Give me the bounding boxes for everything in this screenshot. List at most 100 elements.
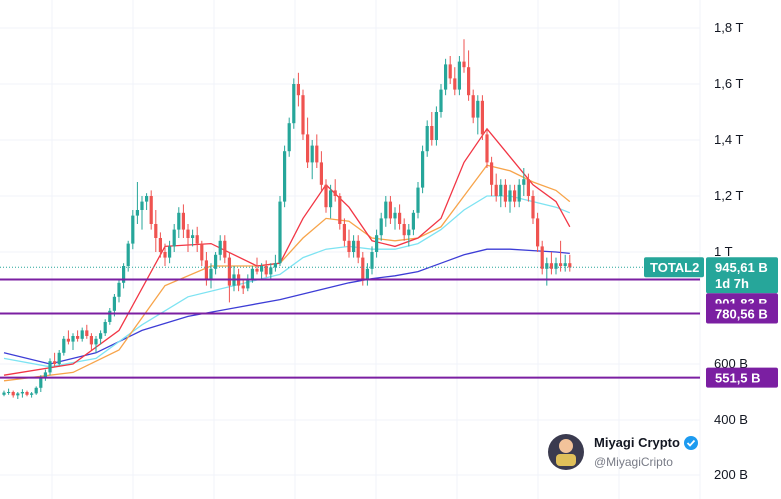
- candle-body: [241, 285, 245, 289]
- candle-10: [48, 358, 52, 376]
- candle-85: [393, 207, 397, 230]
- candle-121: [559, 240, 563, 272]
- symbol-tag-bg: [644, 257, 704, 278]
- ma-line-orange: [3, 164, 571, 382]
- candle-body: [559, 263, 563, 266]
- candle-body: [356, 240, 360, 258]
- countdown-text: 1d 7h: [715, 276, 749, 291]
- candle-body: [25, 392, 29, 395]
- candle-body: [393, 212, 397, 219]
- candle-body: [154, 224, 158, 238]
- verified-badge-icon: [684, 436, 698, 450]
- candle-body: [168, 246, 172, 258]
- candle-74: [342, 218, 346, 247]
- candle-113: [522, 168, 526, 196]
- candle-body: [269, 267, 273, 275]
- candle-body: [448, 64, 452, 79]
- candle-body: [191, 235, 195, 238]
- candle-body: [85, 330, 89, 336]
- candle-92: [425, 120, 429, 157]
- candle-body: [333, 190, 337, 196]
- candle-body: [503, 184, 507, 202]
- candle-body: [103, 322, 107, 334]
- candle-body: [384, 201, 388, 219]
- candle-7: [34, 386, 38, 395]
- candle-body: [20, 392, 24, 394]
- candle-body: [186, 229, 190, 238]
- candle-body: [517, 184, 521, 202]
- candle-123: [568, 254, 572, 272]
- candle-body: [453, 78, 457, 90]
- candle-109: [503, 179, 507, 208]
- candle-31: [145, 193, 149, 210]
- candle-body: [540, 246, 544, 269]
- current-price-label: 945,61 B1d 7h: [706, 257, 778, 294]
- candle-32: [149, 190, 153, 230]
- candle-105: [485, 128, 489, 168]
- candle-12: [57, 350, 61, 366]
- candle-body: [398, 212, 402, 224]
- candle-63: [292, 78, 296, 129]
- candle-116: [536, 212, 540, 252]
- level-label-bg: [706, 367, 778, 388]
- level-label-bg: [706, 303, 778, 324]
- candle-97: [448, 56, 452, 84]
- candle-body: [531, 196, 535, 219]
- candle-body: [457, 61, 461, 90]
- candle-103: [476, 95, 480, 135]
- candle-body: [568, 263, 572, 268]
- candle-46: [214, 252, 218, 275]
- candle-17: [80, 327, 84, 342]
- candle-76: [352, 235, 356, 258]
- candle-30: [140, 196, 144, 230]
- watermark-name: Miyagi Crypto: [594, 435, 680, 450]
- candle-body: [135, 210, 139, 216]
- candle-106: [490, 156, 494, 196]
- candle-91: [421, 145, 425, 194]
- candle-38: [177, 207, 181, 238]
- candle-body: [227, 257, 231, 286]
- candle-body: [11, 392, 15, 396]
- candle-4: [20, 389, 24, 398]
- candle-19: [89, 333, 93, 350]
- symbol-tag: TOTAL2: [644, 257, 704, 278]
- candle-66: [306, 117, 310, 168]
- candle-body: [112, 296, 116, 311]
- candle-body: [71, 336, 75, 342]
- candle-body: [444, 64, 448, 90]
- candle-body: [16, 393, 20, 396]
- candle-33: [154, 210, 158, 252]
- candle-34: [158, 232, 162, 258]
- candle-25: [117, 280, 121, 303]
- candle-107: [494, 173, 498, 202]
- candle-71: [329, 184, 333, 219]
- candle-body: [407, 229, 411, 236]
- candle-body: [416, 187, 420, 213]
- candle-22: [103, 319, 107, 336]
- candle-body: [379, 218, 383, 236]
- candle-body: [131, 215, 135, 244]
- candle-41: [191, 229, 195, 247]
- candle-body: [499, 184, 503, 196]
- candle-body: [163, 252, 167, 258]
- candle-112: [517, 179, 521, 208]
- candle-body: [140, 201, 144, 210]
- candle-body: [278, 201, 282, 264]
- candle-62: [287, 117, 291, 157]
- tick-label-0: 1,8 T: [714, 20, 743, 35]
- candle-body: [319, 162, 323, 185]
- candle-114: [526, 173, 530, 202]
- candle-28: [131, 210, 135, 250]
- candle-body: [471, 95, 475, 118]
- candle-52: [241, 280, 245, 294]
- watermark: Miyagi Crypto @MiyagiCripto: [548, 434, 698, 470]
- candle-18: [85, 324, 89, 339]
- candle-body: [30, 393, 34, 395]
- candle-body: [34, 387, 38, 394]
- candle-body: [439, 89, 443, 112]
- candle-88: [407, 224, 411, 247]
- candle-87: [402, 218, 406, 241]
- candle-56: [260, 263, 264, 280]
